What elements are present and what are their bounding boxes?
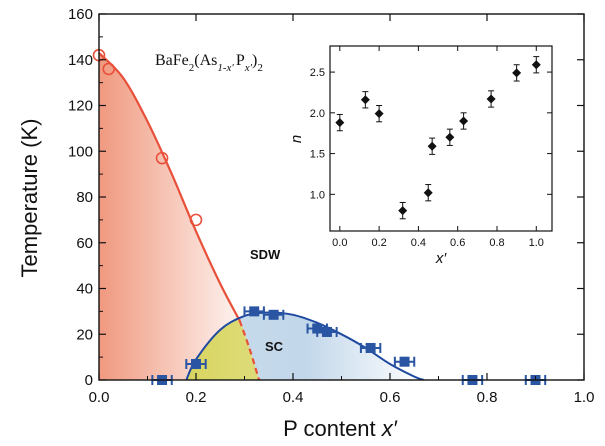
inset-x-axis-label: x′: [435, 250, 448, 267]
inset-diamond-marker: [423, 188, 433, 198]
main-y-tick-label: 100: [68, 143, 93, 160]
inset-y-tick-label: 2.5: [310, 67, 325, 79]
inset-diamond-marker: [427, 141, 437, 151]
sc-dome-line: [185, 311, 425, 380]
main-x-tick-label: 0.8: [477, 389, 498, 406]
main-plot: 0.0 0.2 0.4 0.6 0.8 1.0 0 20 40 60 80 100 120 140 160…: [17, 6, 594, 441]
inset-diamond-marker: [531, 60, 541, 70]
main-x-tick-label: 0.4: [283, 389, 304, 406]
inset-plot: 0.0 0.2 0.4 0.6 0.8 1.0 1.0 1.5 2.0 2.5 n x′: [288, 45, 553, 267]
sdw-region: [99, 52, 260, 380]
inset-data-point: [512, 64, 522, 82]
sc-marker: [321, 326, 332, 337]
inset-y-tick-label: 1.0: [310, 189, 325, 201]
main-x-tick-label: 0.2: [186, 389, 207, 406]
sc-data-point: [262, 309, 285, 320]
inset-y-axis-label: n: [288, 135, 305, 143]
sc-marker: [268, 309, 279, 320]
inset-data-point: [427, 137, 437, 155]
sc-marker: [191, 358, 201, 369]
inset-x-tick-label: 1.0: [529, 237, 544, 249]
region-label-sc: SC: [265, 339, 284, 354]
main-y-tick-label: 160: [68, 6, 93, 23]
inset-diamond-marker: [360, 95, 370, 105]
sdw-boundary-extrapolated-line: [238, 320, 261, 380]
main-y-tick-label: 120: [68, 98, 93, 115]
compound-formula: BaFe2(As1-x′ Px′)2: [155, 52, 263, 74]
inset-y-tick-label: 2.0: [310, 108, 325, 120]
inset-diamond-marker: [445, 132, 455, 142]
inset-x-tick-label: 0.8: [489, 237, 504, 249]
inset-data-point: [423, 184, 433, 202]
main-x-tick-label: 0.6: [380, 389, 401, 406]
region-label-sdw: SDW: [250, 247, 281, 262]
inset-x-tick-label: 0.4: [411, 237, 426, 249]
inset-plot-frame: [329, 45, 553, 232]
sc-marker: [365, 342, 376, 353]
main-y-tick-label: 0: [85, 372, 93, 389]
inset-x-tick-label: 0.0: [332, 237, 347, 249]
main-y-tick-label: 40: [76, 281, 93, 298]
inset-data-point: [398, 201, 408, 220]
sdw-data-point: [155, 151, 169, 165]
inset-x-tick-label: 0.6: [450, 237, 465, 249]
sdw-boundary-line: [99, 52, 241, 322]
inset-data-point: [486, 90, 496, 108]
main-y-axis-label: Temperature (K): [17, 119, 42, 278]
inset-data-point: [374, 104, 384, 123]
sc-data-point: [185, 358, 207, 369]
inset-diamond-marker: [335, 118, 345, 128]
sc-data-point: [393, 356, 416, 367]
inset-diamond-marker: [459, 116, 469, 126]
sdw-data-point: [189, 213, 203, 227]
main-x-axis-label: P content x′: [283, 416, 398, 441]
inset-diamond-marker: [512, 68, 522, 78]
inset-diamond-marker: [398, 206, 408, 216]
sc-data-point: [316, 326, 338, 337]
main-x-tick-label: 0.0: [89, 389, 110, 406]
inset-data-point: [335, 113, 345, 132]
sc-data-point: [359, 342, 382, 353]
main-x-tick-label: 1.0: [574, 389, 595, 406]
inset-x-tick-label: 0.2: [371, 237, 386, 249]
inset-data-point: [360, 91, 370, 109]
inset-data-point: [445, 128, 455, 146]
sc-marker: [249, 306, 260, 317]
sc-marker: [399, 356, 410, 367]
inset-diamond-marker: [374, 109, 384, 119]
main-y-tick-label: 80: [76, 189, 93, 206]
inset-data-point: [531, 56, 541, 74]
main-y-tick-label: 20: [76, 326, 93, 343]
main-y-tick-label: 140: [68, 52, 93, 69]
inset-diamond-marker: [486, 94, 496, 104]
main-y-tick-label: 60: [76, 235, 93, 252]
inset-data-point: [459, 112, 469, 130]
inset-y-tick-label: 1.5: [310, 149, 325, 161]
sdw-data-point: [102, 62, 115, 76]
